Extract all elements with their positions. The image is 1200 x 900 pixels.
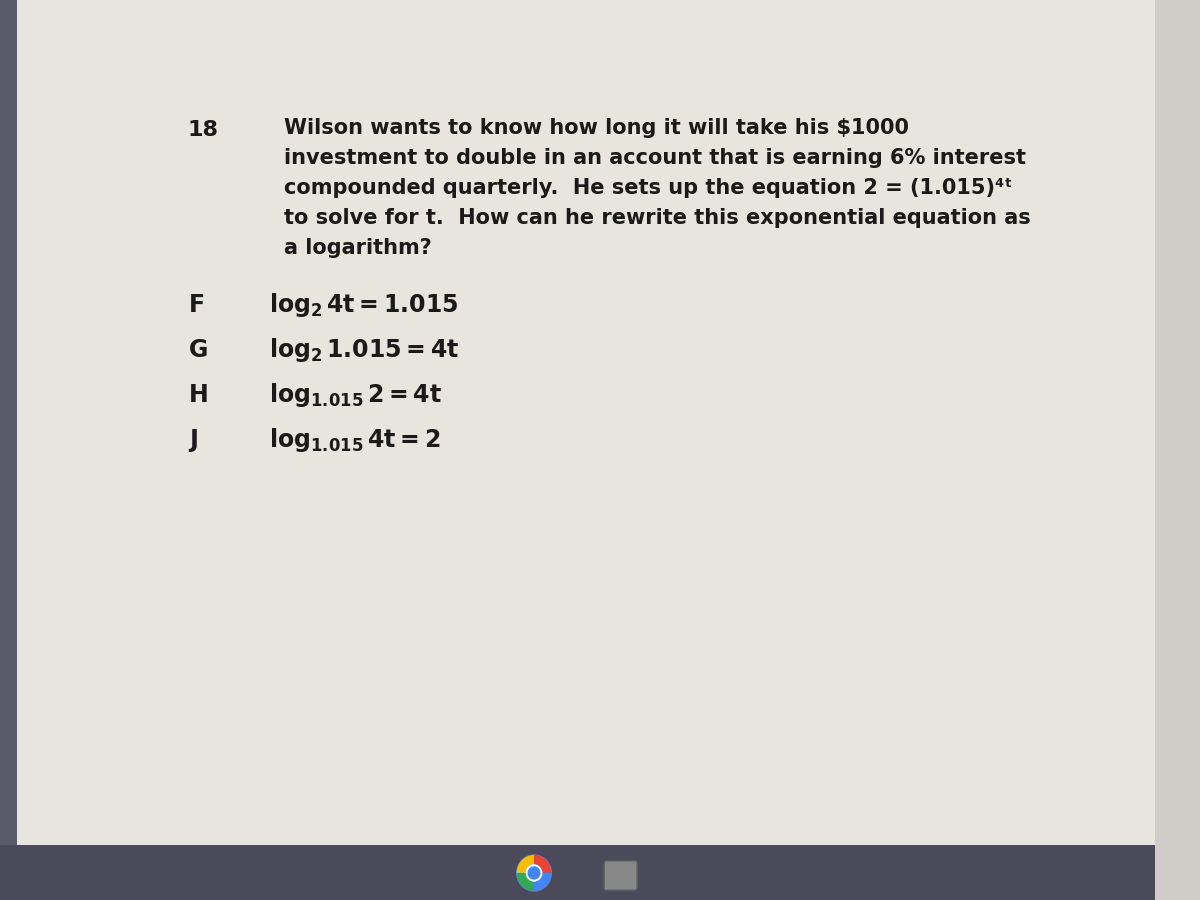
Text: investment to double in an account that is earning 6% interest: investment to double in an account that …	[284, 148, 1026, 168]
Wedge shape	[534, 873, 551, 891]
Bar	[0, 0, 17, 900]
Text: 18: 18	[187, 120, 218, 140]
Text: $\mathbf{H}$: $\mathbf{H}$	[187, 383, 208, 407]
Bar	[0, 845, 1154, 900]
FancyBboxPatch shape	[605, 861, 637, 890]
Text: to solve for t.  How can he rewrite this exponential equation as: to solve for t. How can he rewrite this …	[284, 208, 1031, 228]
Text: $\mathbf{J}$: $\mathbf{J}$	[187, 427, 198, 454]
Text: Wilson wants to know how long it will take his $1000: Wilson wants to know how long it will ta…	[284, 118, 908, 138]
Text: compounded quarterly.  He sets up the equation 2 = (1.015)⁴ᵗ: compounded quarterly. He sets up the equ…	[284, 178, 1012, 198]
Text: $\mathbf{G}$: $\mathbf{G}$	[187, 338, 208, 362]
Circle shape	[517, 855, 551, 891]
Text: $\mathbf{log_2\, 1.015 = 4t}$: $\mathbf{log_2\, 1.015 = 4t}$	[270, 336, 460, 364]
Text: a logarithm?: a logarithm?	[284, 238, 432, 258]
Circle shape	[528, 867, 540, 879]
Text: $\mathbf{F}$: $\mathbf{F}$	[187, 293, 204, 317]
Wedge shape	[517, 873, 534, 891]
Wedge shape	[517, 855, 534, 873]
Text: $\mathbf{log_{1.015}\, 2 = 4t}$: $\mathbf{log_{1.015}\, 2 = 4t}$	[270, 381, 443, 409]
Text: $\mathbf{log_2\, 4t = 1.015}$: $\mathbf{log_2\, 4t = 1.015}$	[270, 291, 458, 319]
Wedge shape	[534, 855, 551, 873]
Circle shape	[527, 865, 541, 881]
Text: $\mathbf{log_{1.015}\, 4t = 2}$: $\mathbf{log_{1.015}\, 4t = 2}$	[270, 426, 440, 454]
